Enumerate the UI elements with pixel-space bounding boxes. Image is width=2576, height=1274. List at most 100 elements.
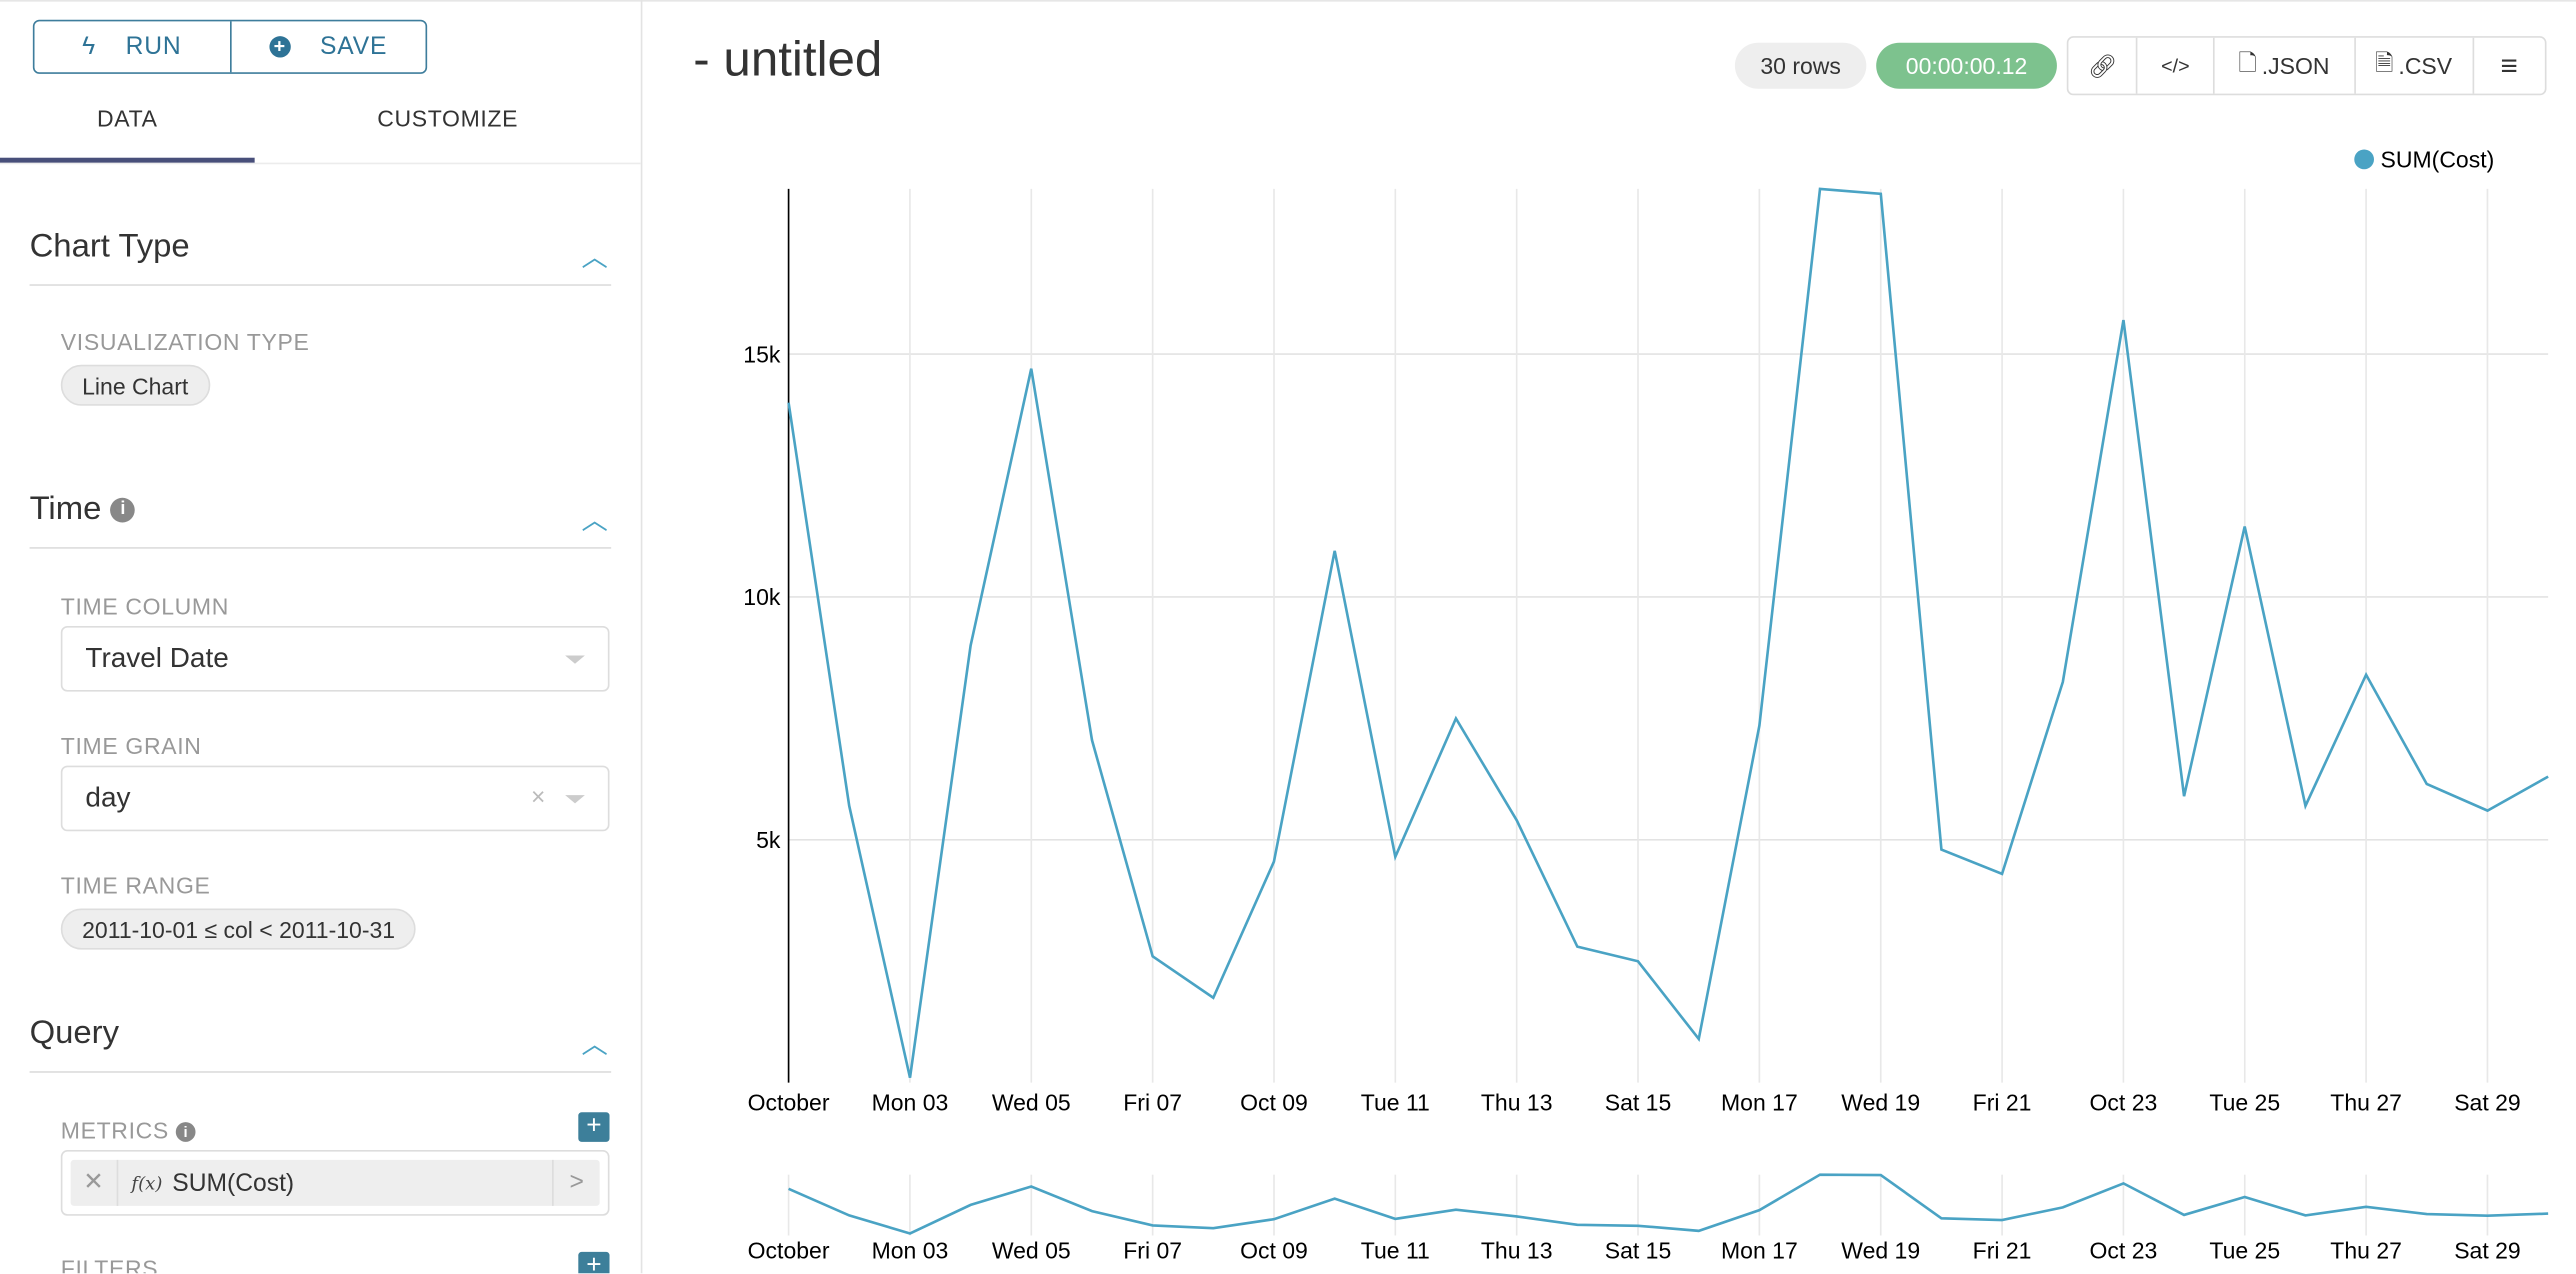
chevron-right-icon[interactable]: > (552, 1159, 600, 1206)
top-divider (0, 0, 2576, 2)
x-tick-label: Fri 21 (1973, 1090, 2032, 1116)
metric-chip[interactable]: ✕ f(x) SUM(Cost) > (70, 1159, 600, 1206)
y-tick-label: 15k (743, 341, 781, 367)
code-icon: </> (2161, 54, 2190, 78)
section-title: Time (29, 491, 102, 528)
viz-type-label: VISUALIZATION TYPE (60, 328, 310, 355)
metrics-label: METRICS i (61, 1117, 196, 1143)
info-icon[interactable]: i (110, 498, 136, 523)
section-time[interactable]: Time i ︿ (29, 491, 612, 549)
metric-fx: f(x) (131, 1172, 163, 1194)
x-tick-label: Sat 29 (2454, 1090, 2521, 1116)
x-tick-label: Fri 07 (1123, 1090, 1182, 1116)
brush-x-tick-label: Oct 09 (1240, 1237, 1308, 1263)
metric-value: SUM(Cost) (172, 1168, 295, 1197)
x-tick-label: Thu 13 (1481, 1090, 1553, 1116)
chevron-up-icon[interactable]: ︿ (581, 244, 608, 273)
metrics-input[interactable]: ✕ f(x) SUM(Cost) > (60, 1150, 610, 1216)
brush-x-tick-label: Fri 21 (1973, 1237, 2032, 1263)
time-grain-select[interactable]: day × (60, 765, 610, 832)
time-column-label: TIME COLUMN (60, 593, 230, 620)
more-menu-button[interactable]: ≡ (2471, 37, 2545, 94)
add-filter-button[interactable]: + (578, 1251, 610, 1274)
chart-actions: 🔗︎ </> 🗋︎ .JSON 🗎︎ .CSV ≡ (2066, 36, 2547, 96)
section-chart-type[interactable]: Chart Type ︿ (29, 228, 612, 286)
x-tick-label: Thu 27 (2330, 1090, 2402, 1116)
caret-down-icon (565, 795, 585, 804)
legend-dot (2354, 149, 2374, 170)
chart-title[interactable]: - untitled (693, 32, 883, 88)
x-tick-label: October (748, 1090, 830, 1116)
section-title: Chart Type (29, 228, 190, 265)
brush-x-tick-label: Mon 17 (1721, 1237, 1798, 1263)
x-tick-label: Oct 09 (1240, 1090, 1308, 1116)
chevron-up-icon[interactable]: ︿ (581, 1031, 608, 1060)
save-label: SAVE (320, 32, 388, 61)
csv-label: .CSV (2398, 52, 2453, 79)
link-icon: 🔗︎ (2087, 51, 2118, 79)
time-range-pill[interactable]: 2011-10-01 ≤ col < 2011-10-31 (60, 908, 417, 950)
tab-data[interactable]: DATA (0, 90, 255, 163)
filters-label: FILTERS (60, 1255, 159, 1274)
plus-icon: + (586, 1112, 602, 1141)
run-button[interactable]: ϟ RUN (35, 21, 230, 72)
brush-x-tick-label: Thu 27 (2330, 1237, 2402, 1263)
brush-x-tick-label: Fri 07 (1123, 1237, 1182, 1263)
view-query-button[interactable]: </> (2136, 37, 2212, 94)
brush-x-tick-label: October (748, 1237, 830, 1263)
file-code-icon: 🗋︎ (2238, 49, 2257, 76)
menu-icon: ≡ (2500, 48, 2518, 82)
x-tick-label: Tue 11 (1361, 1090, 1430, 1116)
brush-line[interactable] (788, 1173, 2549, 1235)
query-timer-badge: 00:00:00.12 (1876, 42, 2057, 89)
metrics-label-text: METRICS (60, 1117, 169, 1144)
section-title: Query (29, 1015, 120, 1052)
copy-link-button[interactable]: 🔗︎ (2068, 38, 2136, 94)
brush-x-tick-label: Sat 29 (2454, 1237, 2521, 1263)
y-tick-label: 10k (743, 584, 781, 610)
x-tick-label: Mon 03 (872, 1090, 949, 1116)
x-tick-label: Mon 17 (1721, 1090, 1798, 1116)
chevron-up-icon[interactable]: ︿ (581, 507, 608, 536)
brush-x-tick-label: Wed 05 (992, 1237, 1071, 1263)
info-icon[interactable]: i (175, 1122, 196, 1143)
x-tick-label: Wed 05 (992, 1090, 1071, 1116)
x-tick-label: Oct 23 (2090, 1090, 2158, 1116)
viz-type-pill[interactable]: Line Chart (60, 364, 210, 406)
tab-customize[interactable]: CUSTOMIZE (377, 105, 519, 132)
section-query[interactable]: Query ︿ (29, 1015, 612, 1073)
bolt-icon: ϟ (82, 32, 97, 61)
select-value: Travel Date (85, 642, 229, 674)
x-tick-label: Wed 19 (1841, 1090, 1920, 1116)
series-line-sum-cost (787, 187, 2549, 1079)
file-text-icon: 🗎︎ (2374, 49, 2394, 76)
clear-icon[interactable]: × (531, 783, 546, 812)
brush-x-tick-label: Thu 13 (1481, 1237, 1553, 1263)
time-column-select[interactable]: Travel Date (60, 625, 610, 692)
panel-tabs: DATA CUSTOMIZE (0, 90, 641, 165)
save-button[interactable]: + SAVE (229, 21, 425, 73)
select-value: day (85, 782, 131, 814)
export-csv-button[interactable]: 🗎︎ .CSV (2353, 37, 2472, 94)
brush-x-tick-label: Sat 15 (1605, 1237, 1672, 1263)
plus-icon: + (586, 1251, 602, 1274)
add-metric-button[interactable]: + (578, 1112, 610, 1142)
row-count-badge: 30 rows (1734, 42, 1867, 89)
run-label: RUN (125, 32, 182, 61)
run-save-group: ϟ RUN + SAVE (32, 19, 428, 74)
x-tick-label: Sat 15 (1605, 1090, 1672, 1116)
brush-x-tick-label: Tue 11 (1361, 1237, 1430, 1263)
legend-label: SUM(Cost) (2381, 147, 2495, 173)
close-icon[interactable]: ✕ (71, 1159, 119, 1206)
time-range-label: TIME RANGE (60, 872, 211, 899)
export-json-button[interactable]: 🗋︎ .JSON (2212, 37, 2354, 94)
control-panel: ϟ RUN + SAVE DATA CUSTOMIZE Chart Type ︿… (0, 0, 643, 1274)
x-tick-label: Tue 25 (2209, 1090, 2280, 1116)
time-grain-label: TIME GRAIN (60, 732, 202, 760)
brush-x-tick-label: Mon 03 (872, 1237, 949, 1263)
brush-x-tick-label: Tue 25 (2209, 1237, 2280, 1263)
legend[interactable]: SUM(Cost) (2354, 147, 2494, 173)
y-tick-label: 5k (756, 827, 781, 853)
caret-down-icon (565, 655, 585, 664)
